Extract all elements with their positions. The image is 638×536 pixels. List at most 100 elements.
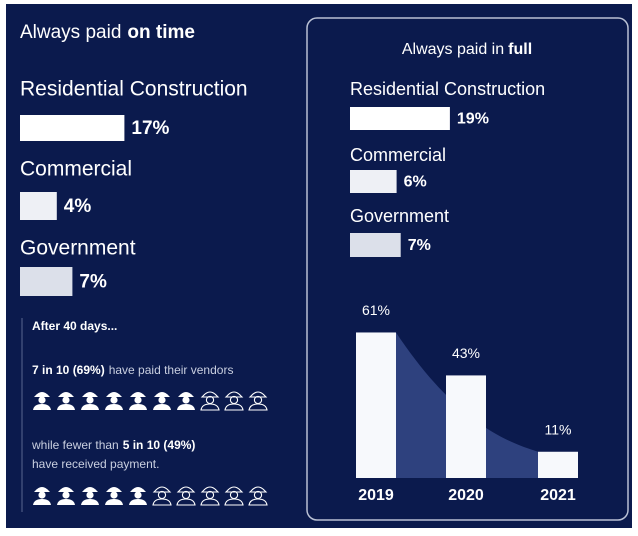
worker-icon-outline: [152, 486, 172, 506]
worker-icon-filled: [153, 392, 171, 410]
worker-icon-filled: [177, 392, 195, 410]
head: [86, 396, 94, 404]
worker-icon-filled: [129, 392, 147, 410]
hard-hat: [106, 392, 122, 397]
hard-hat: [178, 392, 194, 397]
hard-hat: [248, 391, 268, 398]
hard-hat: [176, 486, 196, 493]
head: [110, 491, 118, 499]
hard-hat: [58, 487, 74, 492]
value-label: 61%: [362, 302, 390, 318]
bar: [350, 233, 401, 257]
head: [134, 491, 142, 499]
head: [134, 396, 142, 404]
category-label: Commercial: [350, 145, 446, 165]
worker-icon-filled: [105, 392, 123, 410]
head: [38, 396, 46, 404]
worker-icon-filled: [81, 487, 99, 505]
category-label: Commercial: [20, 158, 132, 181]
hard-hat: [200, 391, 220, 398]
shoulders: [129, 404, 147, 410]
hard-hat: [224, 391, 244, 398]
category-label: Residential Construction: [20, 78, 248, 101]
shoulders: [248, 498, 268, 506]
worker-icon-outline: [248, 486, 268, 506]
title-emphasis: on time: [127, 22, 195, 43]
title-emphasis: full: [508, 41, 532, 58]
column: [356, 332, 396, 478]
trend-shade: [396, 332, 538, 478]
shoulders: [248, 403, 268, 411]
worker-icon-outline: [200, 391, 220, 411]
right-panel: [306, 17, 629, 521]
bar: [20, 115, 125, 141]
category-label: Government: [20, 237, 136, 260]
worker-icon-outline: [224, 391, 244, 411]
hard-hat: [58, 392, 74, 397]
shoulders: [81, 404, 99, 410]
worker-icon-outline: [200, 486, 220, 506]
hard-hat: [34, 392, 50, 397]
worker-icon-filled: [81, 392, 99, 410]
notes-heading: After 40 days...: [32, 319, 117, 333]
shoulders: [57, 499, 75, 505]
paid-text: have paid their vendors: [109, 363, 234, 377]
head: [182, 396, 190, 404]
bar: [20, 192, 57, 220]
shoulders: [105, 404, 123, 410]
shoulders: [81, 499, 99, 505]
hard-hat: [200, 486, 220, 493]
worker-icon-filled: [105, 487, 123, 505]
shoulders: [153, 404, 171, 410]
hard-hat: [34, 487, 50, 492]
shoulders: [177, 404, 195, 410]
value-label: 19%: [457, 111, 489, 128]
category-label: Residential Construction: [350, 79, 545, 99]
received-lead: while fewer than: [31, 438, 119, 452]
bar: [350, 170, 397, 193]
hard-hat: [154, 392, 170, 397]
title-text: Always paid in: [402, 41, 504, 58]
year-label: 2020: [448, 487, 484, 504]
bar: [20, 267, 73, 296]
hard-hat: [82, 392, 98, 397]
value-label: 6%: [404, 174, 427, 191]
title-text: Always paid: [20, 22, 121, 43]
paid-emphasis: 7 in 10 (69%): [32, 363, 105, 377]
left-title: Always paid on time: [20, 22, 195, 43]
worker-icon-outline: [176, 486, 196, 506]
shoulders: [200, 498, 220, 506]
shoulders: [224, 498, 244, 506]
column: [538, 451, 578, 478]
head: [86, 491, 94, 499]
year-label: 2021: [540, 487, 576, 504]
shoulders: [33, 404, 51, 410]
worker-icon-filled: [33, 392, 51, 410]
hard-hat: [152, 486, 172, 493]
head: [62, 396, 70, 404]
received-text: have received payment.: [32, 457, 159, 471]
background: [6, 4, 632, 528]
hard-hat: [82, 487, 98, 492]
worker-icon-filled: [57, 487, 75, 505]
worker-icon-filled: [33, 487, 51, 505]
paid-line: 7 in 10 (69%) have paid their vendors: [32, 363, 233, 377]
value-label: 7%: [408, 237, 431, 254]
shoulders: [200, 403, 220, 411]
hard-hat: [224, 486, 244, 493]
right-title: Always paid in full: [402, 41, 532, 58]
shoulders: [224, 403, 244, 411]
year-label: 2019: [358, 487, 394, 504]
column: [446, 375, 486, 478]
head: [158, 396, 166, 404]
value-label: 7%: [79, 272, 107, 293]
bar: [350, 107, 450, 130]
shoulders: [57, 404, 75, 410]
hard-hat: [248, 486, 268, 493]
value-label: 11%: [545, 421, 572, 437]
value-label: 43%: [452, 345, 480, 361]
worker-icon-outline: [224, 486, 244, 506]
head: [110, 396, 118, 404]
shoulders: [176, 498, 196, 506]
worker-icon-outline: [248, 391, 268, 411]
